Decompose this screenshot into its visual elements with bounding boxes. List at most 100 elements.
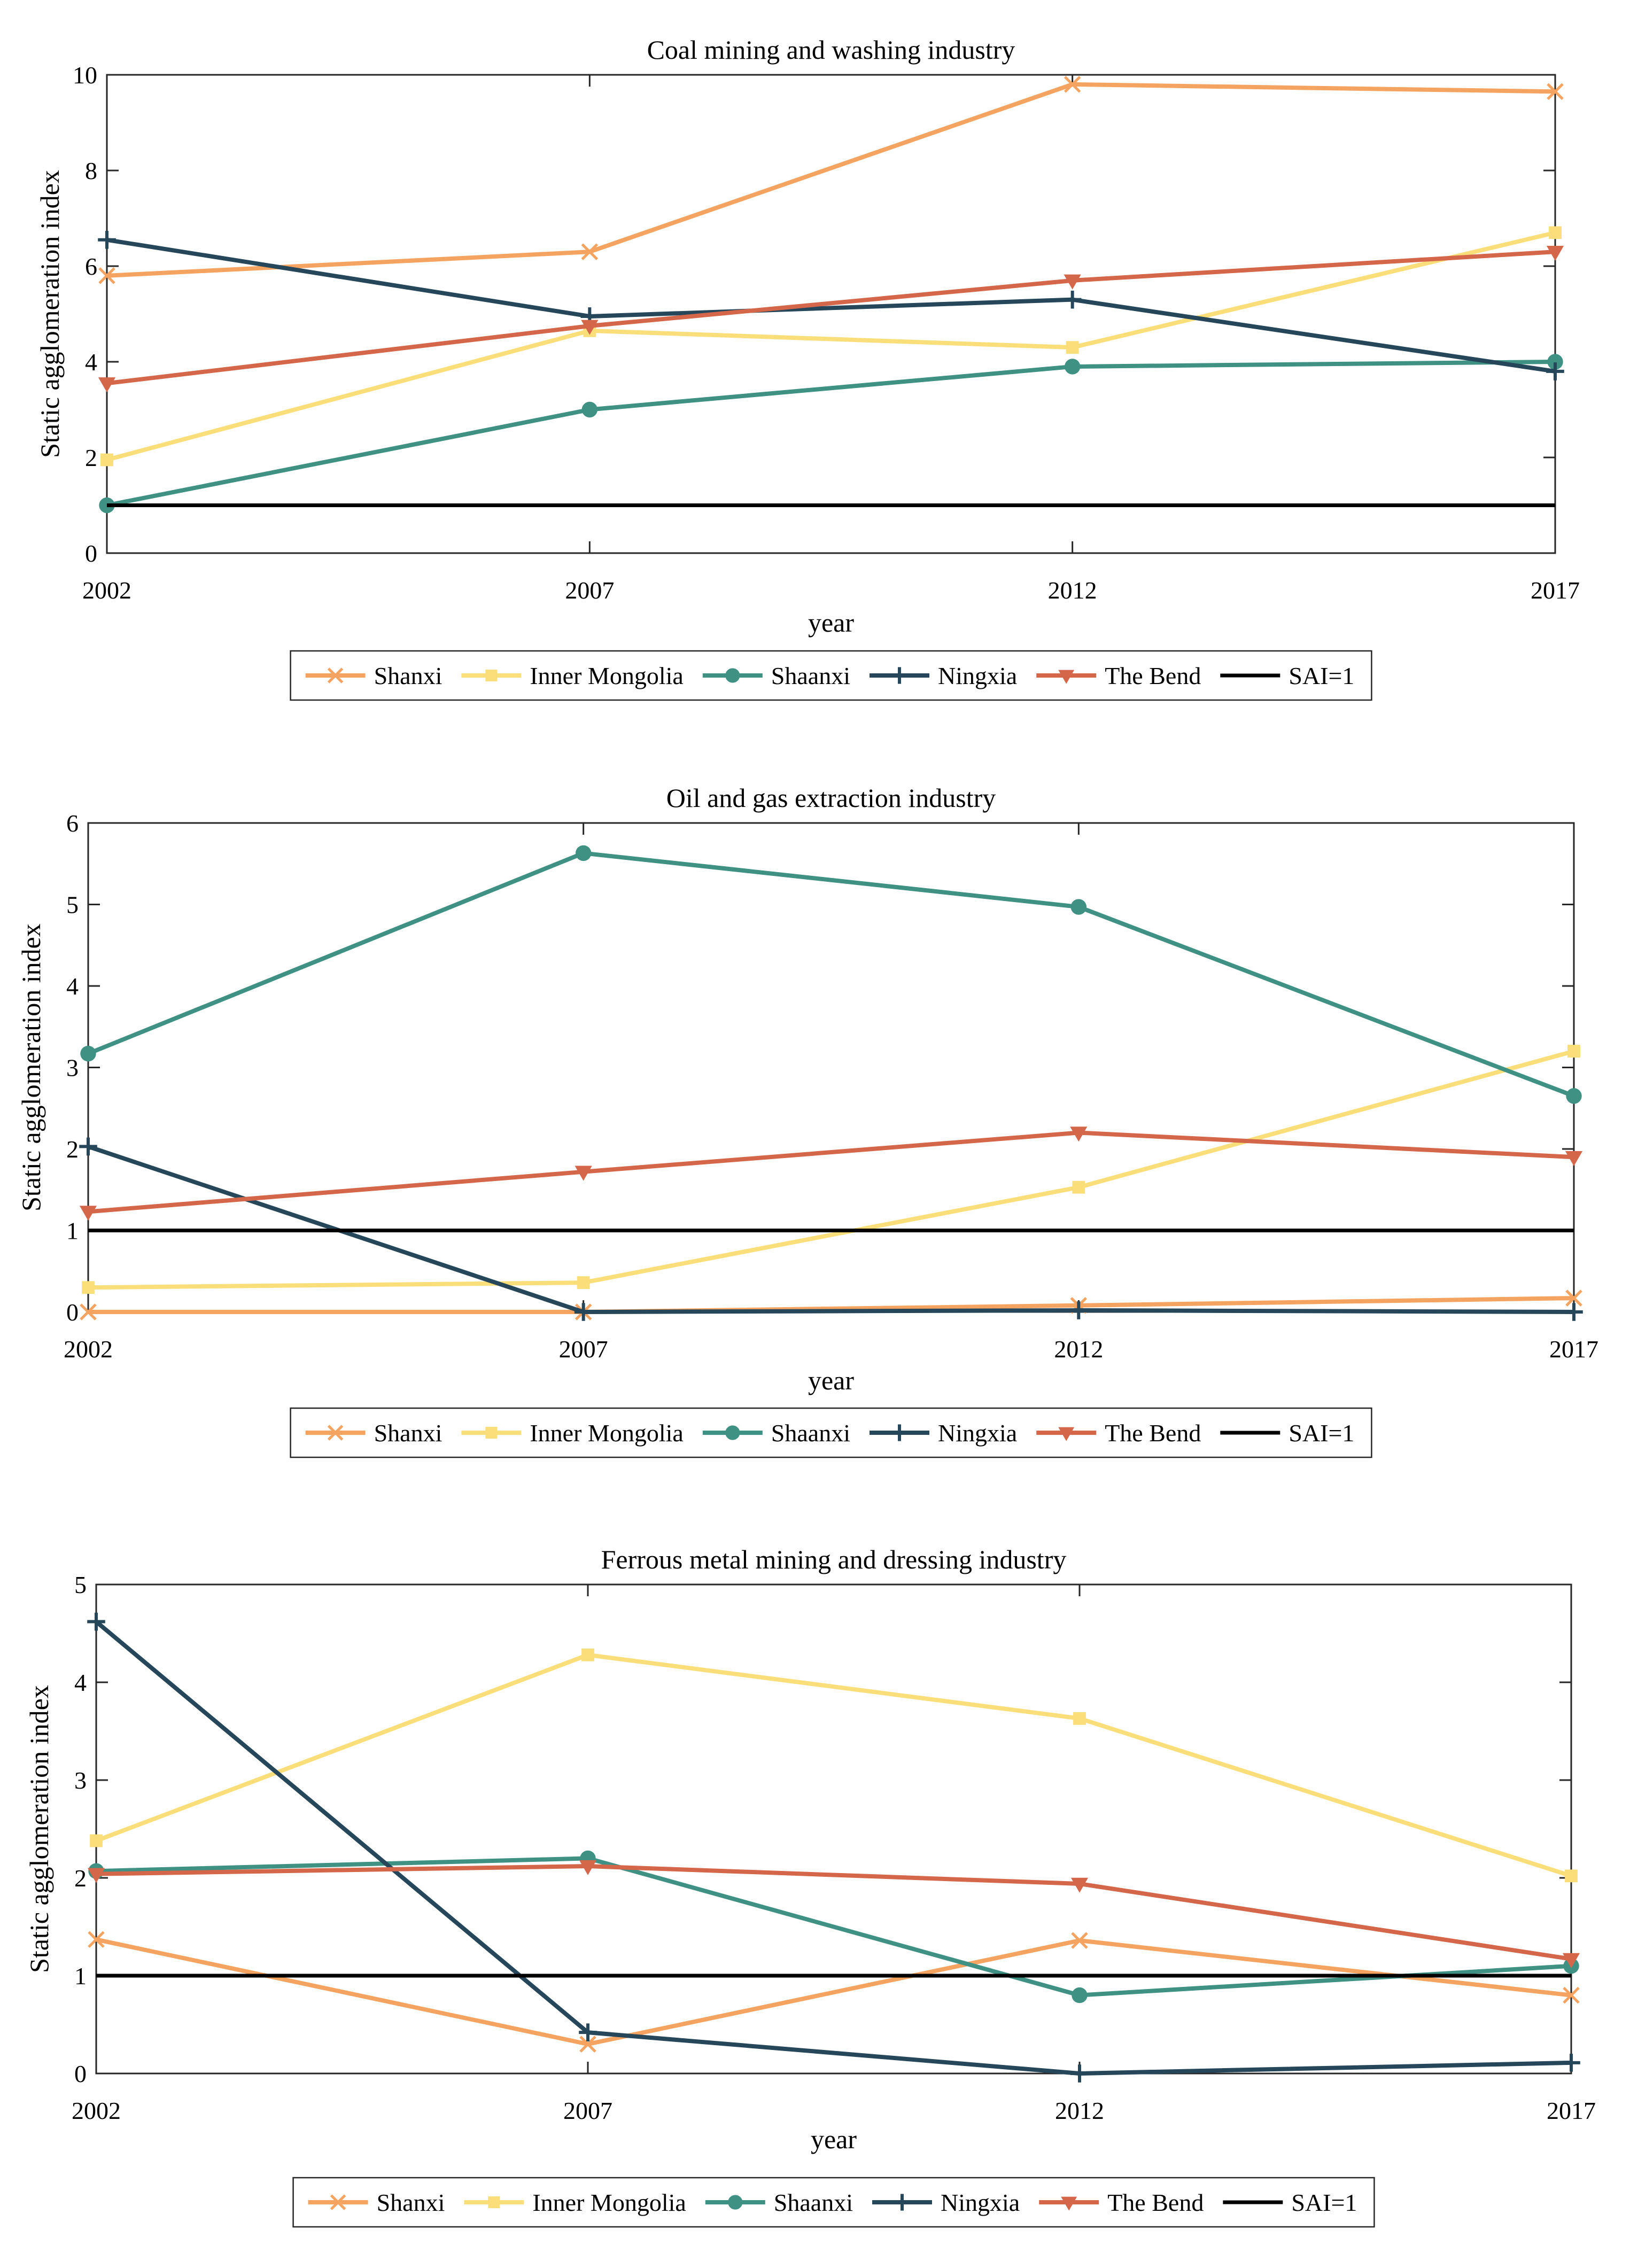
x-axis-label: year [808, 608, 854, 638]
legend-label: Shaanxi [771, 1419, 850, 1447]
legend-marker-inner-mongolia [485, 669, 498, 682]
data-point-ningxia [574, 1303, 593, 1321]
series-line-ningxia [106, 237, 1556, 374]
chart-title: Coal mining and washing industry [647, 35, 1015, 65]
x-tick-label: 2002 [82, 577, 131, 604]
data-point-shaanxi [1064, 359, 1081, 375]
legend-label: Ningxia [938, 1419, 1017, 1447]
data-point-shanxi [80, 1303, 97, 1321]
data-point-the-bend [1562, 1953, 1580, 1968]
chart-title: Ferrous metal mining and dressing indust… [601, 1544, 1067, 1574]
data-point-the-bend [1565, 1151, 1583, 1167]
y-tick-label: 6 [66, 810, 79, 837]
data-point-ningxia [1565, 1303, 1583, 1321]
series-line-shaanxi [87, 851, 1575, 1098]
y-tick-label: 1 [74, 1962, 87, 1990]
series-line-shanxi [106, 82, 1556, 278]
data-point-shaanxi [1547, 354, 1563, 370]
x-tick-label: 2012 [1054, 1335, 1103, 1363]
data-point-shanxi [1071, 1932, 1088, 1949]
series-line-inner-mongolia [88, 1049, 1575, 1290]
legend-marker-shaanxi [725, 668, 740, 683]
legend-item-shanxi: Shanxi [305, 662, 442, 689]
legend-label: SAI=1 [1289, 1419, 1354, 1447]
legend-marker-ningxia [891, 667, 908, 684]
x-tick-label: 2002 [64, 1335, 113, 1363]
legend-label: Inner Mongolia [530, 662, 683, 689]
data-point-inner-mongolia [581, 1648, 594, 1661]
data-point-shaanxi [80, 1045, 96, 1062]
series-line-shaanxi [106, 360, 1556, 508]
data-point-shaanxi [1072, 1987, 1088, 2003]
y-tick-label: 10 [73, 61, 97, 89]
x-tick-label: 2012 [1048, 577, 1097, 604]
y-tick-label: 4 [85, 348, 97, 376]
y-tick-label: 4 [66, 973, 79, 1000]
data-point-ningxia [579, 2023, 597, 2041]
data-point-the-bend [1070, 1127, 1088, 1142]
data-point-the-bend [98, 377, 116, 393]
data-point-the-bend [575, 1166, 592, 1181]
series-inner-mongolia [82, 1045, 1580, 1294]
series-line-inner-mongolia [95, 1652, 1572, 1878]
data-point-shanxi [579, 2036, 596, 2053]
series-line-the-bend [96, 1864, 1572, 1961]
legend-marker-shaanxi [728, 2195, 743, 2210]
data-point-inner-mongolia [1072, 1180, 1085, 1194]
data-point-inner-mongolia [1066, 341, 1079, 354]
y-tick-label: 0 [74, 2060, 87, 2087]
legend-item-sai-1: SAI=1 [1220, 1419, 1354, 1447]
data-point-inner-mongolia [1565, 1869, 1578, 1883]
data-point-shanxi [1565, 1290, 1582, 1307]
data-point-shanxi [1547, 83, 1564, 100]
y-tick-label: 2 [66, 1136, 79, 1163]
y-tick-label: 3 [66, 1054, 79, 1082]
legend-item-shaanxi: Shaanxi [705, 2189, 853, 2216]
legend-label: Shanxi [377, 2189, 445, 2216]
x-tick-label: 2007 [559, 1335, 608, 1363]
series-shaanxi [80, 845, 1582, 1104]
legend: Shanxi Inner Mongolia Shaanxi Ningxia The Be… [290, 650, 1372, 701]
legend-marker-the-bend [1058, 670, 1075, 684]
legend-item-sai-1: SAI=1 [1223, 2189, 1357, 2216]
y-tick-label: 8 [85, 157, 97, 184]
legend-marker-inner-mongolia [488, 2196, 500, 2209]
legend-item-inner-mongolia: Inner Mongolia [461, 1419, 684, 1447]
legend-item-shanxi: Shanxi [308, 2189, 445, 2216]
legend-marker-the-bend [1061, 2196, 1077, 2211]
data-point-ningxia [1070, 2064, 1089, 2083]
legend-label: The Bend [1105, 1419, 1201, 1447]
x-tick-label: 2007 [565, 577, 614, 604]
legend-item-shanxi: Shanxi [305, 1419, 442, 1447]
legend-marker-shanxi [330, 2194, 346, 2210]
data-point-ningxia [1069, 1301, 1088, 1319]
legend-label: Shaanxi [771, 662, 850, 689]
data-point-the-bend [1070, 1877, 1089, 1893]
series-the-bend [98, 245, 1564, 393]
data-point-the-bend [579, 1860, 597, 1875]
data-point-inner-mongolia [1567, 1045, 1580, 1058]
legend-label: Ningxia [941, 2189, 1020, 2216]
series-inner-mongolia [100, 226, 1562, 467]
y-axis-label: Static agglomeration index [35, 170, 65, 458]
data-point-shanxi [1064, 76, 1081, 93]
data-point-shaanxi [1566, 1088, 1582, 1104]
data-point-shanxi [88, 1931, 105, 1948]
x-axis-label: year [811, 2124, 857, 2154]
legend-item-the-bend: The Bend [1039, 2189, 1204, 2216]
series-inner-mongolia [90, 1648, 1578, 1883]
y-tick-label: 1 [66, 1217, 79, 1245]
legend-item-inner-mongolia: Inner Mongolia [464, 2189, 686, 2216]
series-shanxi [88, 1931, 1580, 2053]
series-shaanxi [99, 354, 1563, 514]
legend-item-ningxia: Ningxia [870, 662, 1017, 689]
plot-frame [106, 74, 1556, 554]
y-tick-label: 4 [74, 1669, 87, 1696]
series-line-shaanxi [96, 1856, 1572, 1998]
legend-label: Ningxia [938, 662, 1017, 689]
data-point-shanxi [581, 243, 599, 260]
legend-box [292, 2177, 1375, 2228]
data-point-the-bend [1064, 274, 1081, 290]
y-tick-label: 2 [74, 1865, 87, 1892]
data-point-shanxi [1563, 1986, 1580, 2004]
